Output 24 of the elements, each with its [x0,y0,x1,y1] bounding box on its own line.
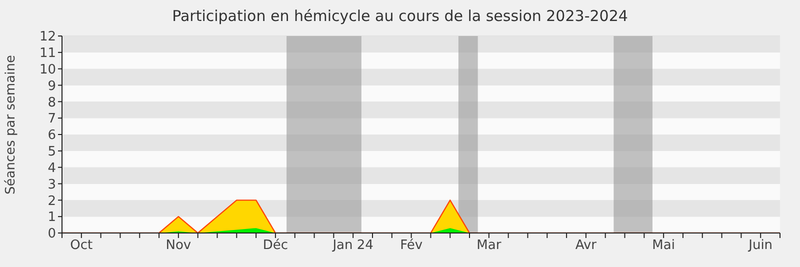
x-tick-label: Jan 24 [332,238,374,254]
y-tick-label: 6 [48,128,56,144]
y-tick-label: 12 [39,30,56,45]
x-tick-label: Mai [652,238,675,254]
y-tick-label: 1 [48,210,56,226]
y-tick-label: 9 [48,78,56,94]
x-tick-label: Fév [400,238,423,254]
x-tick-label: Déc [262,238,288,254]
y-axis-title: Séances par semaine [4,55,19,194]
y-tick-label: 10 [39,62,56,78]
y-tick-label: 5 [48,144,56,160]
y-tick-label: 0 [48,226,56,242]
x-tick-label: Nov [166,238,192,254]
x-tick-label: Mar [476,238,502,254]
chart-title: Participation en hémicycle au cours de la session 2023-2024 [171,7,629,25]
y-tick-label: 8 [48,95,56,110]
x-tick-label: Avr [575,238,598,254]
y-tick-label: 7 [48,112,56,127]
y-tick-label: 11 [39,46,56,62]
x-tick-label: Juin [748,238,773,254]
y-tick-label: 2 [48,194,56,209]
x-tick-label: Oct [70,238,93,254]
y-tick-label: 4 [48,160,56,176]
y-tick-label: 3 [48,177,56,192]
